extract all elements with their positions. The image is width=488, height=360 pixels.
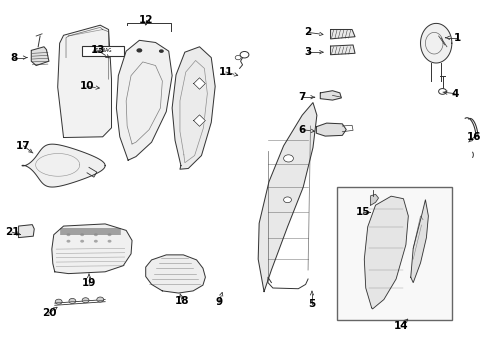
- Polygon shape: [316, 123, 346, 136]
- Polygon shape: [52, 224, 132, 274]
- FancyBboxPatch shape: [337, 187, 451, 320]
- Text: 14: 14: [393, 321, 407, 331]
- Text: 9: 9: [215, 297, 222, 307]
- Circle shape: [283, 155, 293, 162]
- Text: 8: 8: [10, 53, 17, 63]
- Text: 1: 1: [453, 33, 460, 43]
- Text: 19: 19: [81, 278, 96, 288]
- Polygon shape: [172, 47, 215, 169]
- Circle shape: [66, 240, 70, 243]
- Polygon shape: [58, 25, 111, 138]
- Polygon shape: [330, 30, 354, 39]
- Text: 21: 21: [5, 227, 20, 237]
- Text: 16: 16: [466, 132, 481, 142]
- Circle shape: [107, 233, 111, 236]
- Circle shape: [66, 233, 70, 236]
- Polygon shape: [19, 225, 34, 238]
- Circle shape: [240, 51, 248, 58]
- Polygon shape: [193, 78, 205, 89]
- Circle shape: [80, 240, 84, 243]
- Polygon shape: [370, 194, 378, 205]
- Text: 6: 6: [298, 125, 305, 135]
- Text: 15: 15: [355, 207, 369, 217]
- Polygon shape: [364, 196, 407, 309]
- Text: 11: 11: [218, 67, 233, 77]
- Text: AIRBAG: AIRBAG: [93, 48, 112, 53]
- Circle shape: [136, 48, 142, 53]
- Circle shape: [94, 240, 98, 243]
- Circle shape: [438, 89, 446, 94]
- Circle shape: [159, 49, 163, 53]
- Polygon shape: [320, 91, 341, 100]
- Polygon shape: [145, 255, 205, 293]
- Polygon shape: [410, 200, 427, 283]
- Text: 5: 5: [308, 299, 315, 309]
- Text: 7: 7: [297, 92, 305, 102]
- Text: 10: 10: [80, 81, 94, 91]
- Circle shape: [94, 233, 98, 236]
- Polygon shape: [116, 40, 172, 160]
- Circle shape: [97, 297, 103, 302]
- Text: 2: 2: [304, 27, 311, 37]
- FancyBboxPatch shape: [81, 46, 123, 56]
- Text: 20: 20: [41, 308, 56, 318]
- Text: 18: 18: [175, 296, 189, 306]
- Circle shape: [55, 299, 62, 304]
- Polygon shape: [330, 45, 354, 55]
- Circle shape: [107, 240, 111, 243]
- Polygon shape: [420, 23, 451, 63]
- Text: 17: 17: [16, 141, 31, 151]
- Polygon shape: [258, 103, 316, 292]
- Circle shape: [69, 298, 76, 303]
- Circle shape: [235, 55, 241, 60]
- Polygon shape: [31, 47, 49, 66]
- Text: 12: 12: [138, 15, 153, 25]
- Circle shape: [283, 197, 291, 203]
- Circle shape: [80, 233, 84, 236]
- Polygon shape: [193, 115, 205, 126]
- Text: 4: 4: [450, 89, 458, 99]
- Text: 3: 3: [304, 47, 311, 57]
- Polygon shape: [22, 144, 105, 187]
- Text: 13: 13: [90, 45, 105, 55]
- Circle shape: [82, 298, 89, 303]
